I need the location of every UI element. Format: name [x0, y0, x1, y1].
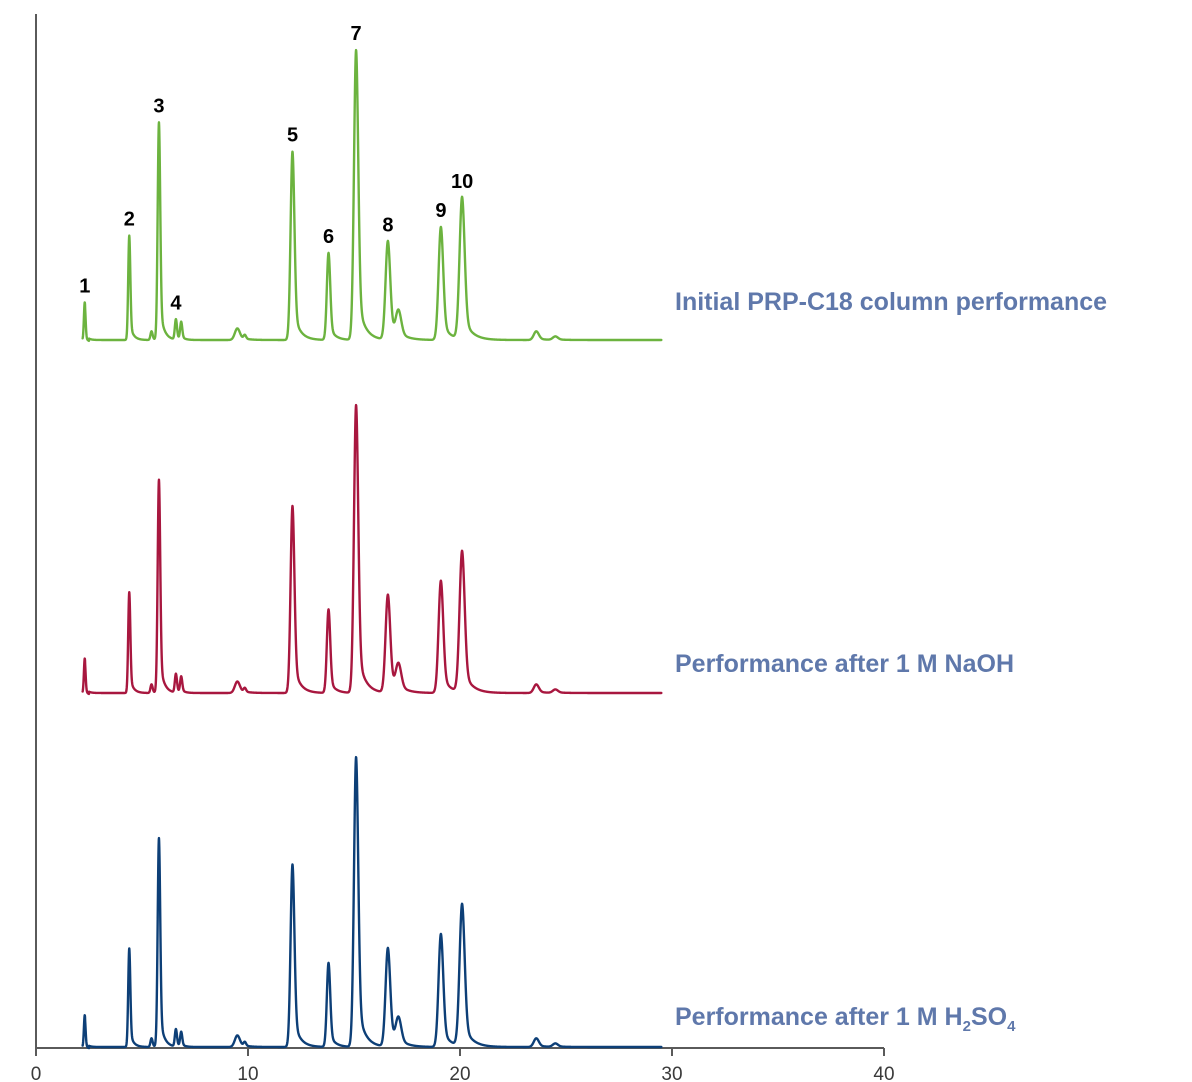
trace-label-1: Initial PRP-C18 column performance	[675, 288, 1107, 316]
trace-label-3: Performance after 1 M H2SO4	[675, 1003, 1016, 1035]
x-tick-label: 30	[661, 1064, 682, 1082]
trace-label-2: Performance after 1 M NaOH	[675, 650, 1014, 678]
peak-label: 7	[351, 23, 362, 45]
peak-label: 5	[287, 125, 298, 147]
chromatogram-traces	[81, 48, 663, 1050]
peak-label: 10	[451, 171, 473, 193]
trace-label-suffix: SO	[971, 1003, 1007, 1031]
trace-label-subscript: 2	[963, 1018, 971, 1035]
peak-label: 3	[153, 96, 164, 118]
peak-label: 4	[170, 293, 182, 315]
peak-label: 9	[435, 200, 446, 222]
peak-label: 8	[382, 214, 393, 236]
trace-label-subscript: 4	[1007, 1018, 1016, 1035]
x-tick-label: 10	[237, 1064, 258, 1082]
x-tick-label: 40	[873, 1064, 894, 1082]
trace-3	[81, 755, 663, 1050]
x-axis-ticks: 0 10 20 30 40	[31, 1048, 895, 1082]
trace-label-text: Initial PRP-C18 column performance	[675, 288, 1107, 316]
trace-labels: Initial PRP-C18 column performance Perfor…	[675, 288, 1107, 1035]
trace-1	[81, 48, 663, 343]
trace-label-text: Performance after 1 M NaOH	[675, 650, 1014, 678]
x-tick-label: 0	[31, 1064, 42, 1082]
peak-label: 1	[79, 275, 90, 297]
trace-2	[81, 403, 663, 696]
x-tick-label: 20	[449, 1064, 470, 1082]
peak-label: 6	[323, 226, 334, 248]
trace-label-text: Performance after 1 M H	[675, 1003, 963, 1031]
peak-label: 2	[124, 209, 135, 231]
peak-labels: 1 2 3 4 5 6 7 8 910	[79, 23, 473, 315]
